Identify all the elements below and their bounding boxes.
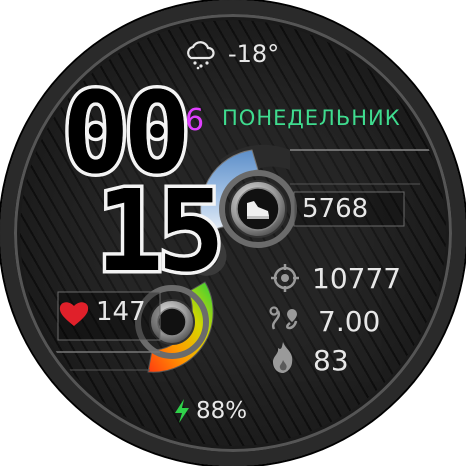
heart-value: 147: [96, 297, 146, 327]
temperature: -18°: [228, 40, 279, 68]
day-number: 6: [185, 103, 204, 138]
minutes: 15: [96, 176, 219, 288]
steps-value: 5768: [302, 194, 368, 224]
cloud-snow-icon: [183, 40, 217, 70]
distance-value: 7.00: [318, 305, 380, 338]
burn-value: 83: [313, 344, 349, 377]
flame-icon: [270, 340, 296, 374]
heart-icon: [58, 300, 90, 328]
bolt-icon: [172, 398, 192, 424]
weekday: ПОНЕДЕЛЬНИК: [222, 106, 401, 130]
shoe-icon: [244, 197, 272, 221]
battery-value: 88%: [196, 398, 247, 424]
target-icon: [270, 263, 300, 293]
target-value: 10777: [312, 262, 401, 295]
route-icon: [268, 305, 300, 333]
